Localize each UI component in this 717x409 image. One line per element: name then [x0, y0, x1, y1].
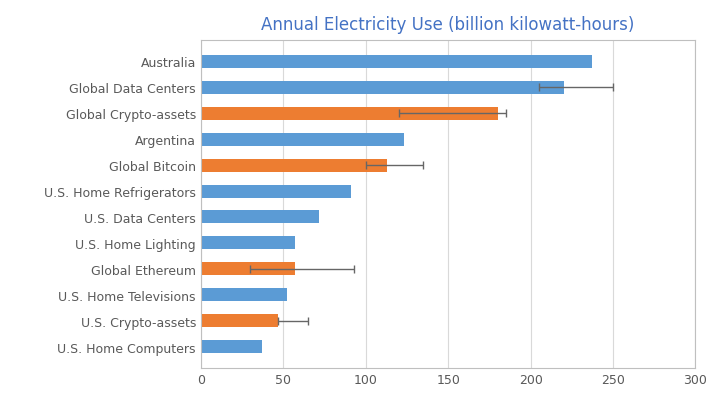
Bar	[201, 263, 295, 276]
Title: Annual Electricity Use (billion kilowatt-hours): Annual Electricity Use (billion kilowatt…	[262, 16, 635, 34]
Bar	[201, 185, 351, 198]
Bar	[201, 82, 564, 94]
Bar	[201, 159, 387, 172]
Bar	[201, 237, 295, 250]
Bar	[201, 56, 592, 69]
Bar	[201, 108, 498, 120]
Bar	[201, 289, 287, 301]
Bar	[201, 211, 320, 224]
Bar	[201, 340, 262, 353]
Bar	[201, 133, 404, 146]
Bar	[201, 315, 278, 327]
